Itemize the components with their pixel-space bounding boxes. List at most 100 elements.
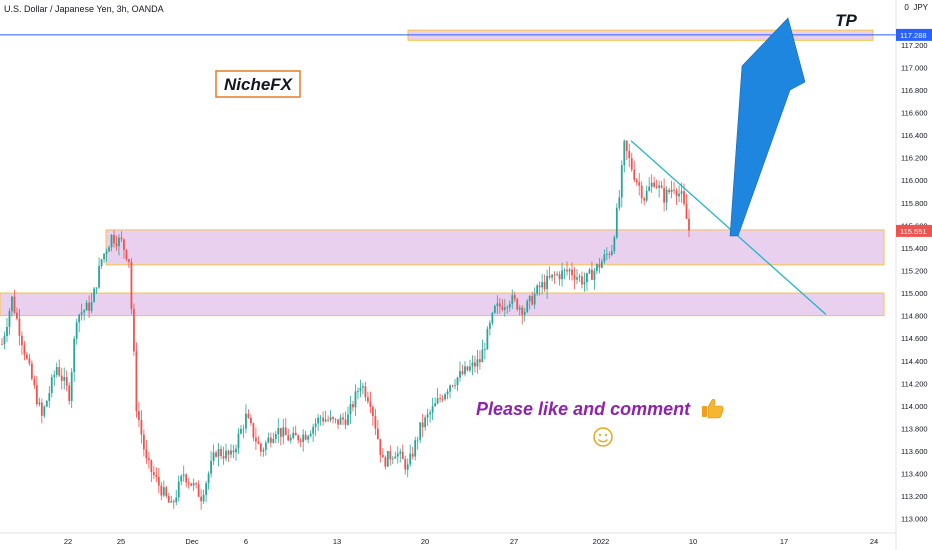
candle bbox=[160, 481, 163, 501]
candle bbox=[302, 429, 305, 452]
candle-body bbox=[334, 418, 337, 420]
candle-body bbox=[145, 449, 148, 459]
price-tick: 113.400 bbox=[901, 470, 928, 479]
candle-body bbox=[481, 349, 484, 363]
candle bbox=[299, 437, 302, 448]
candle bbox=[685, 193, 688, 219]
candle bbox=[314, 418, 317, 436]
candle bbox=[516, 297, 519, 312]
candle-body bbox=[55, 367, 58, 375]
candle-body bbox=[38, 402, 41, 405]
candle-body bbox=[688, 218, 690, 231]
candle bbox=[464, 361, 466, 377]
candle bbox=[252, 422, 255, 442]
candle-body bbox=[486, 328, 489, 350]
candle bbox=[312, 423, 315, 442]
candle-body bbox=[526, 301, 529, 312]
candle-body bbox=[167, 496, 170, 503]
candle bbox=[665, 186, 668, 211]
candle-body bbox=[68, 385, 71, 402]
time-tick: 10 bbox=[689, 537, 697, 546]
candle bbox=[645, 185, 648, 203]
candle-body bbox=[673, 189, 675, 191]
candle-body bbox=[337, 419, 339, 425]
candle-body bbox=[598, 264, 601, 268]
candle bbox=[386, 450, 389, 467]
candle bbox=[620, 160, 623, 208]
candle-body bbox=[352, 404, 354, 408]
candle-body bbox=[633, 169, 636, 180]
candle-body bbox=[267, 437, 270, 443]
candle-body bbox=[277, 428, 280, 435]
time-tick: Dec bbox=[185, 537, 199, 546]
candle bbox=[120, 231, 123, 243]
candle bbox=[352, 401, 354, 412]
candle-body bbox=[103, 253, 105, 260]
candle-body bbox=[297, 435, 300, 441]
candle-body bbox=[610, 251, 613, 255]
price-tick: 116.200 bbox=[901, 154, 928, 163]
candle-body bbox=[426, 414, 429, 418]
candle-body bbox=[414, 440, 417, 457]
candle-body bbox=[376, 428, 379, 439]
candle bbox=[518, 304, 521, 316]
candle bbox=[568, 267, 571, 280]
candle bbox=[145, 440, 148, 464]
candle bbox=[272, 432, 275, 444]
candle-body bbox=[446, 391, 449, 395]
candle bbox=[175, 489, 178, 506]
candle bbox=[640, 181, 643, 204]
candle-body bbox=[456, 377, 459, 386]
candle bbox=[167, 492, 170, 503]
time-tick: 13 bbox=[333, 537, 341, 546]
candle bbox=[454, 379, 456, 390]
price-tick: 116.400 bbox=[901, 131, 928, 140]
candle-body bbox=[339, 417, 342, 425]
candle bbox=[389, 445, 392, 466]
candle-body bbox=[546, 275, 549, 290]
candle-body bbox=[678, 193, 680, 197]
candle-body bbox=[625, 140, 628, 152]
candle bbox=[162, 480, 165, 498]
candle-body bbox=[516, 298, 519, 310]
candle-body bbox=[317, 417, 320, 424]
candle-body bbox=[252, 423, 255, 438]
candle bbox=[172, 499, 175, 509]
candle bbox=[18, 309, 21, 346]
candle bbox=[1, 338, 3, 346]
price-tick: 114.200 bbox=[901, 379, 928, 388]
candle bbox=[95, 287, 98, 295]
candle bbox=[650, 174, 653, 193]
candle-body bbox=[6, 326, 8, 337]
candle bbox=[68, 382, 71, 405]
candle-body bbox=[434, 403, 437, 407]
candle bbox=[128, 258, 130, 268]
candle bbox=[80, 303, 83, 321]
candle-body bbox=[479, 359, 481, 363]
candle bbox=[498, 297, 501, 314]
candle-body bbox=[344, 419, 347, 425]
candle-body bbox=[78, 314, 81, 323]
candle-body bbox=[441, 398, 444, 400]
candle-body bbox=[359, 387, 362, 392]
price-tick: 113.600 bbox=[901, 447, 928, 456]
candle bbox=[58, 359, 61, 377]
candle-body bbox=[205, 483, 208, 496]
candle bbox=[456, 376, 459, 392]
candle bbox=[292, 426, 295, 440]
candle bbox=[309, 430, 312, 438]
candle bbox=[332, 416, 334, 424]
price-tick: 113.800 bbox=[901, 424, 928, 433]
candle-body bbox=[157, 476, 160, 486]
candle-body bbox=[409, 453, 412, 465]
candle-body bbox=[394, 456, 397, 459]
candle bbox=[147, 451, 150, 469]
candle-body bbox=[379, 438, 382, 455]
last-price-tag-bg bbox=[896, 224, 932, 237]
candle bbox=[449, 384, 451, 399]
candle bbox=[279, 427, 282, 446]
candle-body bbox=[668, 189, 670, 193]
candle-body bbox=[98, 266, 100, 288]
